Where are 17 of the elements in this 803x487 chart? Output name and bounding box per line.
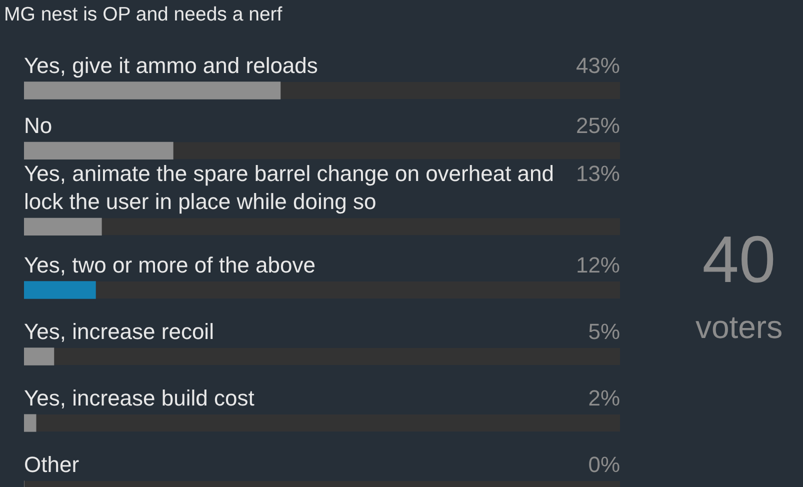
data-label: 2% xyxy=(588,386,620,410)
data-label: 0% xyxy=(588,452,620,477)
data-label: 5% xyxy=(588,319,620,344)
y-tick-label: Other xyxy=(24,452,80,477)
data-label: 43% xyxy=(576,53,620,78)
data-label: 12% xyxy=(576,252,620,278)
text: 40 xyxy=(702,222,776,296)
data-label: 25% xyxy=(576,113,620,138)
y-tick-label: No xyxy=(24,113,52,138)
y-tick-label: Yes, increase build cost xyxy=(24,386,254,410)
y-tick-label: Yes, animate the spare barrel change on overheat and lock the user in place while doing so xyxy=(24,161,554,214)
y-tick-label: Yes, give it ammo and reloads xyxy=(24,53,318,78)
data-label: 13% xyxy=(576,161,620,186)
text: voters xyxy=(695,309,783,345)
y-tick-label: Yes, increase recoil xyxy=(24,319,214,344)
chart-title: MG nest is OP and needs a nerf xyxy=(4,4,283,26)
y-tick-label: Yes, two or more of the above xyxy=(24,252,316,278)
